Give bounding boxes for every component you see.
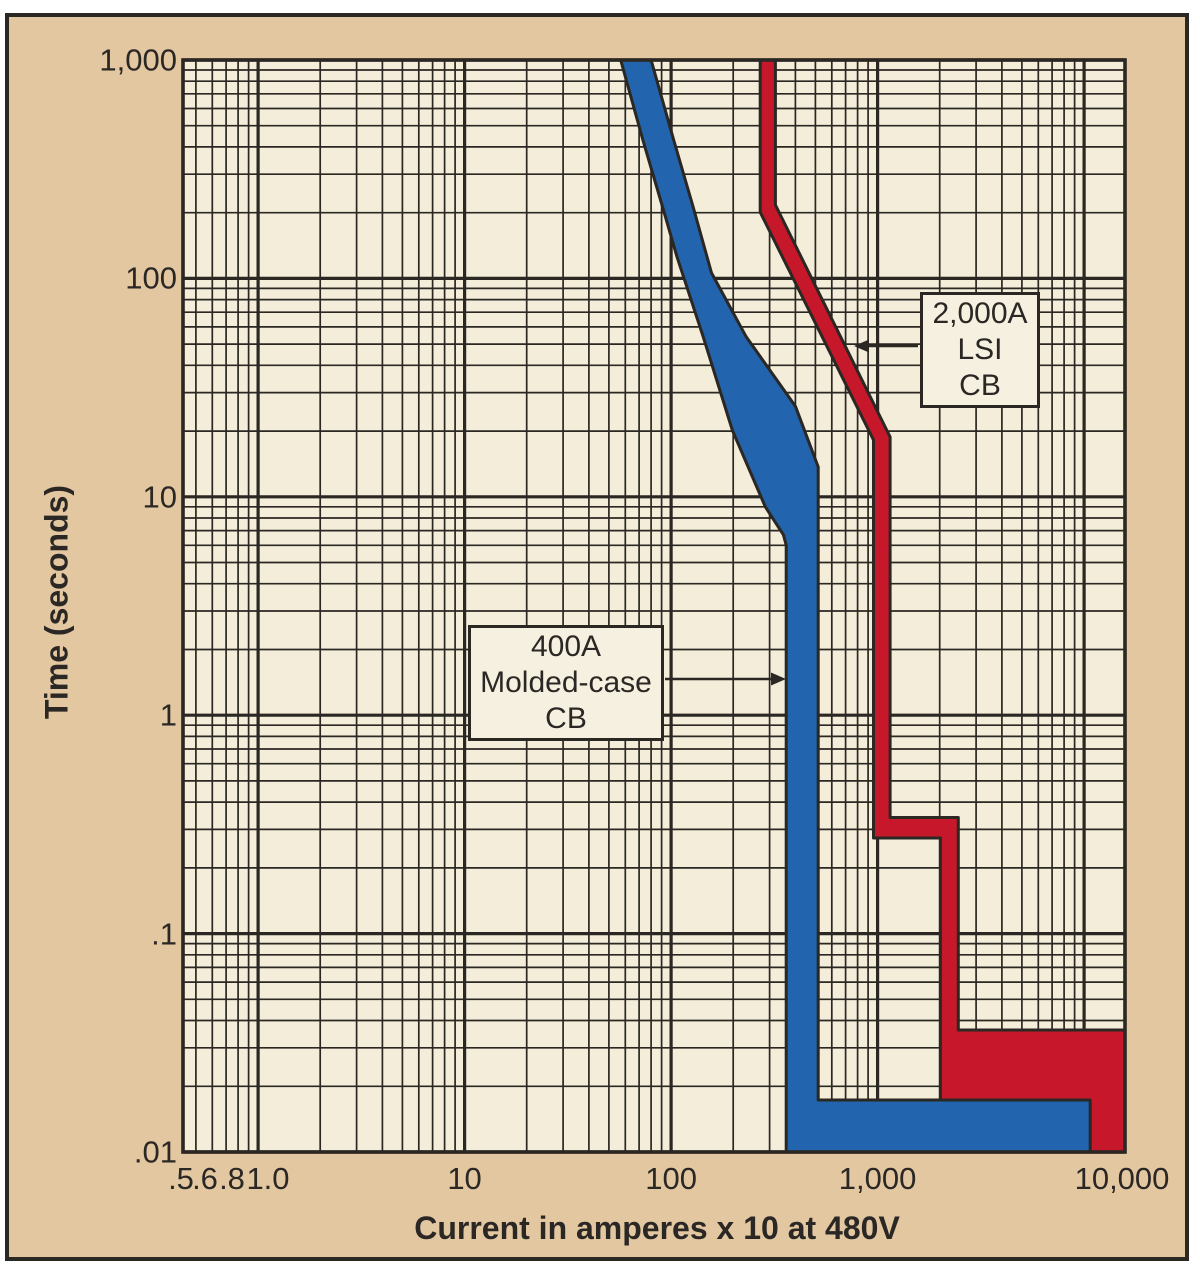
x-tick-label: .6 [192, 1161, 218, 1196]
y-tick-label: 10 [142, 479, 177, 515]
x-tick-label: 1,000 [838, 1161, 917, 1196]
mccb-arrow [665, 672, 786, 686]
lsi-arrow [854, 339, 918, 353]
x-tick-label: .8 [219, 1161, 245, 1196]
annotation-lsi-cb: 2,000A LSI CB [920, 292, 1040, 408]
y-tick-label: .1 [151, 916, 177, 952]
y-tick-label: 1 [159, 697, 177, 733]
x-tick-label: 1.0 [246, 1161, 290, 1196]
annotation-line: CB [545, 702, 587, 735]
annotation-molded-case-cb: 400A Molded-case CB [468, 625, 664, 741]
x-axis-title: Current in amperes x 10 at 480V [414, 1210, 900, 1246]
plot-border [181, 58, 1127, 1154]
x-gridlines [195, 60, 1086, 1152]
annotation-line: 400A [530, 630, 602, 663]
x-tick-label: 10 [447, 1161, 482, 1196]
annotation-line: LSI [957, 333, 1003, 366]
x-tick-label: 100 [645, 1161, 697, 1196]
x-tick-label: 10,000 [1074, 1161, 1170, 1196]
annotation-line: 2,000A [932, 297, 1028, 330]
mccb-arrowhead-icon [771, 672, 786, 686]
lsi-arrowhead-icon [854, 339, 869, 353]
y-tick-label: 100 [125, 260, 177, 296]
y-tick-label: 1,000 [99, 42, 177, 78]
plot-background [183, 60, 1125, 1152]
x-tick-label: .5 [168, 1161, 194, 1196]
y-tick-label: .01 [133, 1134, 177, 1170]
y-axis-title: Time (seconds) [38, 484, 75, 720]
annotation-line: CB [959, 369, 1001, 402]
annotation-line: Molded-case [480, 666, 652, 699]
